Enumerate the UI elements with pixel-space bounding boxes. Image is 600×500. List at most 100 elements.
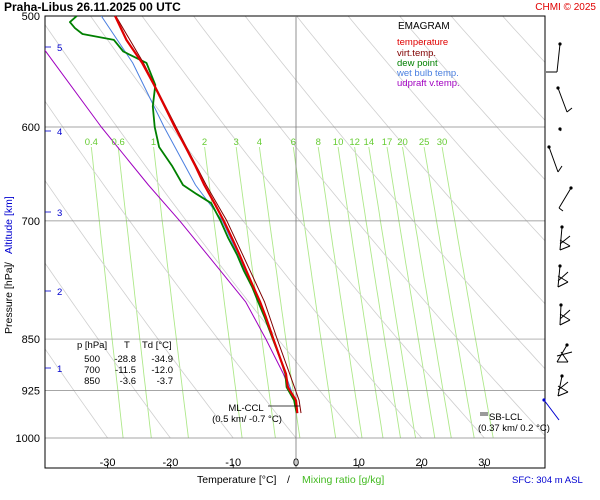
wind-barb [558,187,572,212]
wind-barb-dot [547,145,551,149]
legend-item-dew-point: dew point [397,58,438,69]
altitude-tick-label: 5 [57,43,62,54]
mixing-ratio-label: 4 [257,137,262,148]
svg-text:Pressure [hPa]: Pressure [hPa] [3,264,15,334]
wind-barb [543,399,560,421]
chart-title: Praha-Libus 26.11.2025 00 UTC [4,0,181,14]
sb-lcl-annotation: SB-LCL (0.37 km/ 0.2 °C) [478,412,550,434]
dry-adiabat [347,16,545,242]
mixing-ratio-line [317,146,363,439]
mixing-ratio-label: 2 [202,137,207,148]
temp-tick-label: -20 [162,457,178,469]
mixing-ratio-grid [90,146,494,439]
plot-frame [44,15,546,469]
mixing-ratio-label: 20 [397,137,408,148]
mixing-ratio-label: 0.6 [112,137,125,148]
dry-adiabat-grid [45,16,545,439]
mixing-ratio-label: 10 [333,137,344,148]
altitude-tick-label: 2 [57,287,62,298]
svg-text:ML-CCL: ML-CCL [228,403,263,414]
y-axis-title: Pressure [hPa] / Altitude [km] [3,196,15,334]
dry-adiabat [45,262,171,439]
mixing-ratio-label: 3 [234,137,239,148]
pressure-tick-label: 700 [22,216,40,228]
dry-adiabat [193,16,545,437]
mixing-ratio-line [402,146,452,439]
table-header-t: T [124,340,130,351]
wind-barb-dot [560,374,564,378]
legend-heading: EMAGRAM [398,21,450,32]
dry-adiabat [244,16,545,370]
table-cell: -11.5 [115,365,136,376]
table-cell: -3.6 [120,376,136,387]
temp-tick-label: -10 [225,457,241,469]
mixing-ratio-line [292,146,337,439]
pressure-tick-label: 925 [22,386,40,398]
mixing-ratio-label: 14 [364,137,375,148]
wind-barb-dot [556,86,560,90]
temp-tick-label: -30 [100,457,116,469]
table-header-td: Td [°C] [142,340,172,351]
mixing-ratio-label: 12 [349,137,360,148]
mixing-ratio-line [235,146,276,439]
mixing-ratio-line [337,146,384,439]
svg-text:(0.37 km/ 0.2 °C): (0.37 km/ 0.2 °C) [478,423,550,434]
ml-ccl-annotation: ML-CCL (0.5 km/ -0.7 °C) [212,403,300,425]
mixing-ratio-line [368,146,417,439]
pressure-tick-label: 850 [22,334,40,346]
wind-barb [557,87,573,113]
mixing-ratio-label: 0.4 [85,137,98,148]
wind-barb [557,265,569,288]
dry-adiabat [141,16,485,439]
legend-item-temperature: temperature [397,37,448,48]
svg-text:SB-LCL: SB-LCL [489,412,522,423]
wind-barb [548,146,563,173]
pressure-tick-label: 600 [22,122,40,134]
dry-adiabat [450,16,545,121]
svg-text:Mixing ratio [g/kg]: Mixing ratio [g/kg] [302,474,384,486]
wind-barbs [542,42,573,421]
temp-tick-label: 30 [478,457,490,469]
dry-adiabat [399,16,545,181]
temp-tick-label: 0 [293,457,299,469]
svg-text:Temperature [°C]: Temperature [°C] [197,474,277,486]
mixing-ratio-label: 1 [151,137,156,148]
mixing-ratio-line [423,146,475,439]
mixing-ratio-line [90,146,124,439]
wind-barb-dot [569,186,573,190]
table-cell: -3.7 [157,376,173,387]
temp-tick-label: 20 [415,457,427,469]
wind-barb [556,344,573,363]
x-axis-title: Temperature [°C] / Mixing ratio [g/kg] [197,474,384,486]
table-cell: -28.8 [114,354,136,365]
dry-adiabat [296,16,545,305]
dry-adiabat [45,179,234,439]
table-cell: -12.0 [151,365,173,376]
legend: EMAGRAM temperature virt.temp. dew point… [396,21,460,89]
svg-text:Altitude [km]: Altitude [km] [3,196,15,254]
table-cell: -34.9 [151,354,173,365]
mixing-ratio-line [441,146,494,439]
wind-barb-dot [558,264,562,268]
wind-barb [559,226,571,251]
wind-barb [557,375,569,397]
mixing-ratio-label: 17 [382,137,393,148]
dry-adiabat [90,16,422,439]
wind-barb-dot [560,225,564,229]
profiles [45,16,302,414]
mixing-ratio-label: 8 [316,137,321,148]
legend-item-wet-bulb: wet bulb temp. [396,68,459,79]
wind-barb-dot [565,343,569,347]
mixing-ratio-line [354,146,401,439]
mixing-ratio-label: 25 [419,137,430,148]
mixing-ratio-label: 30 [437,137,448,148]
wind-barb-dot [542,398,546,402]
altitude-tick-label: 3 [57,208,62,219]
altitude-tick-label: 1 [57,364,62,375]
svg-text:(0.5 km/ -0.7 °C): (0.5 km/ -0.7 °C) [212,414,282,425]
credit-text: CHMI © 2025 [535,2,596,13]
wind-barb-dot [559,303,563,307]
table-cell: 500 [84,354,100,365]
